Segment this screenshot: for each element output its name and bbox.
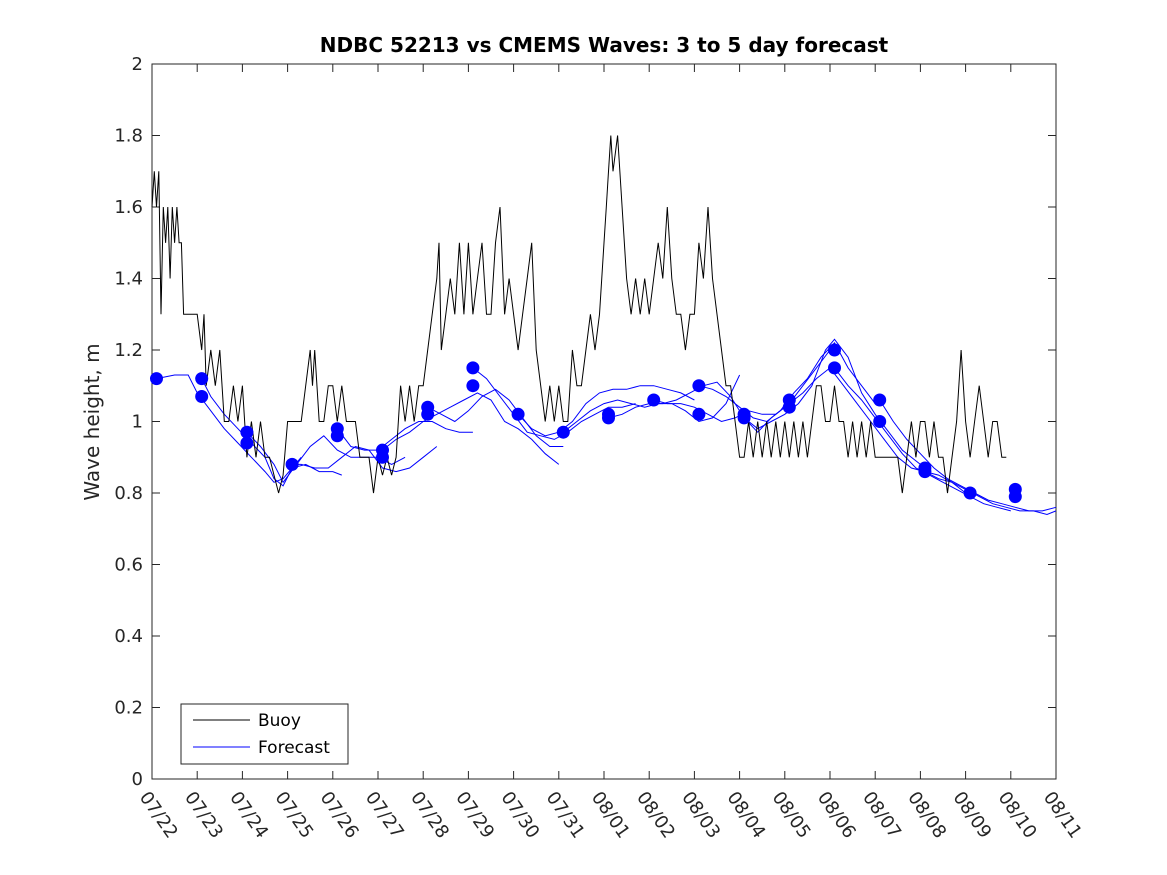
forecast-marker [511,407,525,421]
y-tick-label: 1.4 [114,269,143,290]
y-tick-label: 1.8 [114,126,143,147]
forecast-marker [828,343,841,357]
forecast-marker [195,390,209,403]
y-tick-label: 1.6 [114,197,143,218]
forecast-line [517,385,695,437]
legend: Buoy Forecast [180,703,349,765]
forecast-marker [692,407,706,421]
forecast-marker [421,407,435,421]
chart-title: NDBC 52213 vs CMEMS Waves: 3 to 5 day fo… [320,33,889,57]
forecast-line [743,338,921,465]
y-tick-label: 0.8 [114,483,143,504]
forecast-marker [737,411,751,425]
forecast-line [156,374,302,483]
forecast-marker [330,429,344,443]
forecast-marker [873,415,887,428]
forecast-marker [240,436,254,450]
forecast-marker [828,361,841,375]
forecast-marker [466,379,480,393]
forecast-marker [556,425,570,439]
buoy-series [151,135,1007,494]
legend-buoy-label: Buoy [258,711,301,731]
forecast-marker [782,400,796,414]
legend-box [180,703,349,765]
forecast-marker [602,411,615,425]
forecast-marker [963,486,977,500]
forecast-marker [150,372,163,386]
y-tick-label: 0.6 [114,555,143,576]
forecast-marker [692,379,706,393]
forecast-marker [285,457,299,471]
forecast-marker [647,393,661,407]
y-tick-label: 1 [132,412,143,433]
forecast-line [336,421,473,451]
buoy-line [151,135,1007,494]
forecast-marker [376,450,389,464]
forecast-line [427,388,564,447]
legend-forecast-label: Forecast [258,738,330,758]
forecast-line [382,392,560,465]
forecast-line [924,471,1057,516]
y-axis: 0 0.2 0.4 0.6 0.8 1 1.2 1.4 1.6 1.8 2 [114,54,1056,790]
forecast-line [287,445,438,473]
y-tick-label: 0 [132,769,143,790]
forecast-marker [873,393,887,407]
y-axis-label: Wave height, m [80,343,104,500]
forecast-marker [918,465,932,479]
y-tick-label: 1.2 [114,340,143,361]
forecast-line [472,367,636,440]
forecast-marker [1008,490,1022,504]
forecast-markers [150,343,1022,504]
forecast-marker [466,361,480,375]
y-tick-label: 2 [132,54,143,75]
y-tick-label: 0.2 [114,698,143,719]
forecast-marker [240,425,254,439]
forecast-marker [195,372,209,386]
y-tick-label: 0.4 [114,626,143,647]
forecast-line [788,367,966,494]
